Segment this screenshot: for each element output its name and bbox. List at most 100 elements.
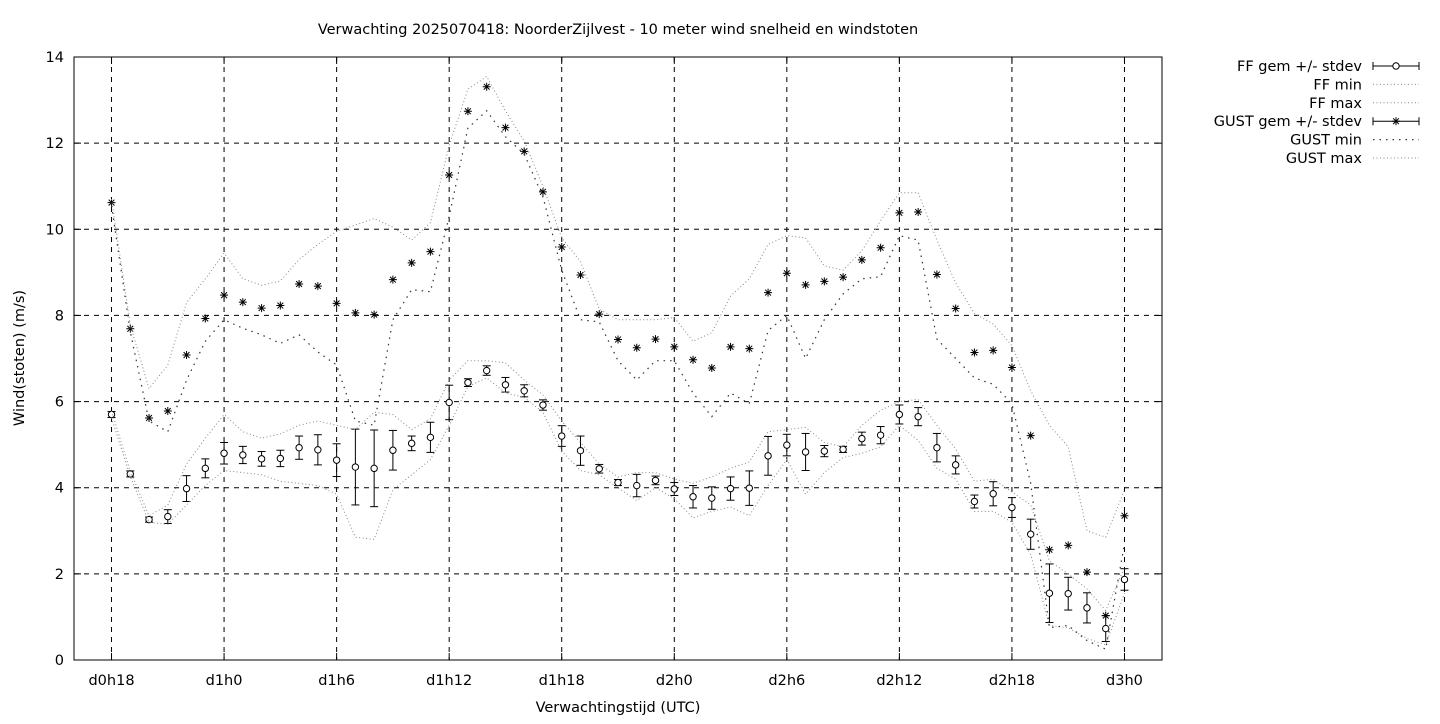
- data-point: [257, 455, 266, 463]
- legend-label: GUST gem +/- stdev: [1214, 114, 1363, 130]
- data-point: [464, 378, 472, 387]
- legend-label: GUST max: [1286, 151, 1363, 167]
- data-point: [1026, 431, 1035, 440]
- data-point: [989, 346, 998, 355]
- data-point: [239, 451, 247, 459]
- data-point: [1083, 604, 1091, 612]
- grid: [74, 57, 1162, 660]
- data-point: [651, 476, 660, 485]
- x-tick-label: d1h0: [206, 673, 243, 689]
- series-layer: [107, 75, 1129, 651]
- data-point: [726, 342, 735, 351]
- data-point: [558, 432, 566, 440]
- x-tick-label: d2h12: [876, 673, 922, 689]
- data-point: [970, 348, 979, 357]
- data-point: [632, 343, 641, 352]
- x-tick-label: d3h0: [1106, 673, 1143, 689]
- data-point: [820, 447, 829, 455]
- data-point: [201, 464, 210, 473]
- data-point: [370, 464, 378, 473]
- data-point: [764, 288, 773, 297]
- data-point: [858, 434, 866, 443]
- data-point: [220, 291, 229, 300]
- data-point: [388, 275, 397, 284]
- data-point: [1045, 545, 1054, 554]
- data-point: [332, 456, 341, 464]
- data-point: [370, 310, 379, 319]
- y-tick-label: 2: [55, 567, 64, 583]
- data-point: [482, 82, 491, 91]
- legend-label: GUST min: [1290, 133, 1362, 149]
- legend-marker: [1392, 62, 1400, 70]
- data-point: [1120, 511, 1129, 520]
- data-point: [482, 366, 491, 375]
- y-tick-label: 12: [46, 136, 64, 152]
- y-tick-label: 10: [46, 222, 64, 238]
- data-point: [238, 298, 247, 307]
- data-point: [538, 187, 547, 196]
- y-tick-label: 14: [46, 50, 64, 66]
- data-point: [745, 344, 754, 353]
- y-tick-label: 4: [55, 481, 64, 497]
- legend-label: FF max: [1309, 96, 1362, 112]
- data-point: [726, 484, 735, 493]
- chart-title: Verwachting 2025070418: NoorderZijlvest …: [318, 22, 918, 38]
- y-tick-label: 8: [55, 308, 64, 324]
- data-point: [614, 335, 622, 344]
- data-point: [914, 208, 923, 217]
- plot-area-frame: [73, 56, 1163, 661]
- data-point: [520, 147, 529, 156]
- y-axis-label: Wind(stoten) (m/s): [12, 290, 28, 426]
- data-point: [614, 478, 622, 487]
- data-point: [708, 494, 716, 502]
- data-point: [764, 452, 772, 460]
- legend: FF gem +/- stdev FF min FF max GUST gem +/-…: [1214, 59, 1420, 167]
- series-line-gust-min: [110, 109, 1126, 651]
- data-point: [107, 410, 116, 419]
- x-tick-label: d2h0: [656, 673, 693, 689]
- data-point: [407, 258, 416, 267]
- data-point: [595, 310, 604, 319]
- data-point: [276, 454, 285, 463]
- data-point: [501, 381, 510, 389]
- data-point: [895, 410, 904, 419]
- data-point: [351, 308, 360, 317]
- data-point: [876, 431, 885, 439]
- data-point: [670, 485, 678, 493]
- x-axis: d0h18 d1h0 d1h6 d1h12 d1h18 d2h0 d2h6 d2h12 d2h1…: [88, 57, 1143, 689]
- x-tick-label: d1h12: [426, 673, 472, 689]
- data-point: [126, 470, 134, 478]
- data-point: [163, 407, 172, 416]
- data-point: [1102, 624, 1110, 633]
- data-point: [1026, 530, 1035, 538]
- data-point: [801, 280, 810, 289]
- data-point: [670, 342, 679, 351]
- data-point: [895, 208, 904, 217]
- x-axis-label: Verwachtingstijd (UTC): [536, 700, 701, 716]
- data-point: [1007, 363, 1016, 372]
- data-point: [426, 433, 435, 442]
- series-line-ff-min: [111, 377, 1125, 646]
- data-point: [839, 273, 848, 282]
- data-point: [520, 387, 528, 395]
- data-point: [351, 463, 360, 471]
- legend-label: FF gem +/- stdev: [1237, 59, 1362, 75]
- data-point: [501, 123, 510, 132]
- data-point: [970, 497, 979, 506]
- data-point: [220, 449, 228, 457]
- data-point: [295, 279, 304, 288]
- data-point: [633, 481, 641, 490]
- series-gust-gem-stdev: [107, 82, 1129, 620]
- series-ff-gem-stdev: [107, 365, 1129, 642]
- data-point: [332, 299, 341, 308]
- data-point: [932, 270, 941, 279]
- data-point: [595, 465, 603, 473]
- data-point: [201, 314, 210, 323]
- data-point: [576, 446, 585, 455]
- data-point: [1101, 611, 1110, 620]
- data-point: [707, 363, 716, 372]
- data-point: [1082, 568, 1091, 577]
- data-point: [314, 446, 322, 454]
- y-tick-label: 0: [55, 653, 64, 669]
- data-point: [539, 401, 547, 409]
